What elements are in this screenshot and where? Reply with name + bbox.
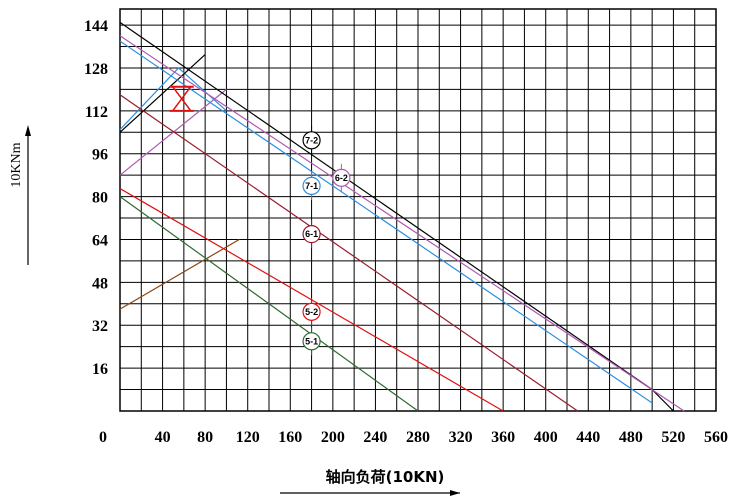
curve-label-6-1: 6-1 [302, 220, 321, 249]
x-axis-arrowhead [450, 490, 460, 496]
range-marker [169, 85, 194, 112]
y-tick-label: 48 [92, 275, 108, 292]
x-tick-label: 40 [155, 429, 171, 446]
x-tick-label: 280 [406, 429, 430, 446]
x-tick-label: 560 [704, 429, 728, 446]
y-tick-label: 144 [84, 18, 108, 35]
auxiliary-line [119, 88, 227, 176]
curve-label-circle [302, 225, 321, 244]
x-tick-label: 240 [363, 429, 387, 446]
curve-label-text: 7-1 [305, 181, 318, 191]
marker-diagonal [172, 86, 192, 112]
x-tick-label: 200 [321, 429, 345, 446]
y-tick-label: 112 [85, 104, 108, 121]
x-tick-label: 80 [197, 429, 213, 446]
chart-grid [119, 8, 717, 412]
curve-label-text: 7-2 [305, 135, 318, 145]
y-axis-arrowhead [25, 125, 31, 136]
x-tick-label: 520 [661, 429, 685, 446]
series-lines [119, 21, 685, 412]
curve-label-7-2: 7-2 [302, 126, 321, 155]
x-axis-label: 轴向负荷(10KN) [326, 468, 445, 486]
y-tick-labels: 16 32 48 64 80 96 112 128 144 [84, 18, 108, 378]
curve-label-circle [302, 332, 321, 351]
curve-label-circle [332, 168, 351, 187]
auxiliary-line [119, 54, 206, 133]
x-tick-label: 400 [534, 429, 558, 446]
x-tick-labels: 0 40 80 120 160 200 240 280 320 360 400 440 480 520 56… [99, 429, 728, 446]
y-tick-label: 32 [92, 318, 108, 335]
y-tick-label: 80 [92, 190, 108, 207]
x-tick-label: 160 [278, 429, 302, 446]
curve-label-text: 6-1 [305, 229, 318, 239]
series-line-6-2 [119, 35, 685, 412]
curve-label-6-2: 6-2 [332, 163, 351, 192]
y-tick-label: 96 [92, 147, 108, 164]
curve-label-text: 5-2 [305, 307, 318, 317]
auxiliary-line [119, 238, 240, 310]
x-tick-label: 440 [576, 429, 600, 446]
x-tick-label: 320 [449, 429, 473, 446]
x-tick-label: 0 [99, 429, 107, 446]
curve-label-text: 5-1 [305, 336, 318, 346]
series-line-5-1 [119, 196, 419, 412]
curve-label-circle [302, 131, 321, 150]
y-tick-label: 64 [92, 232, 108, 249]
y-tick-label: 128 [84, 61, 108, 78]
curve-label-7-1: 7-1 [302, 171, 321, 200]
y-tick-label: 16 [92, 361, 108, 378]
curve-label-5-2: 5-2 [302, 297, 321, 326]
curve-label-5-1: 5-1 [302, 327, 321, 356]
x-tick-label: 120 [236, 429, 260, 446]
series-line-6-1 [119, 94, 578, 412]
curve-label-circle [302, 302, 321, 321]
curve-label-circle [302, 176, 321, 195]
curve-label-text: 6-2 [335, 173, 348, 183]
curve-labels: 7-2 6-2 7-1 6-1 5-2 5-1 [302, 126, 351, 356]
x-tick-label: 480 [619, 429, 643, 446]
series-line-7-1 [119, 40, 653, 404]
y-axis-label: 10KNm [9, 142, 24, 187]
x-tick-label: 360 [491, 429, 515, 446]
